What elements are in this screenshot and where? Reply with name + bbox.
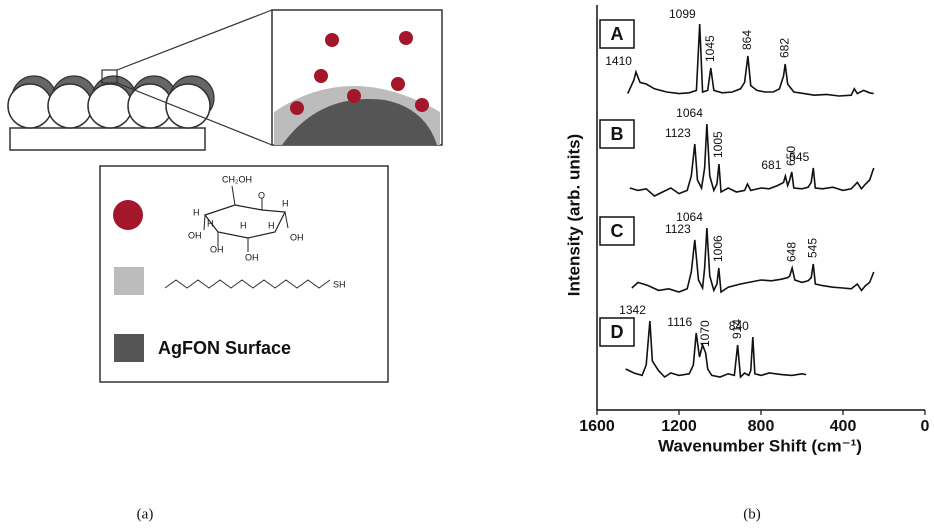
peak-label: 1410	[605, 54, 632, 68]
peak-label: 1070	[698, 320, 712, 347]
zoom-marker	[101, 69, 118, 84]
surface-schematic	[7, 9, 443, 151]
peak-label: 650	[784, 146, 798, 166]
chain-end: SH	[333, 279, 346, 289]
panel-label: D	[611, 322, 624, 342]
peak-label: 1005	[711, 131, 725, 158]
molecule-label: OH	[210, 244, 224, 254]
zoom-line	[116, 9, 273, 71]
y-axis-label: Intensity (arb. units)	[564, 134, 583, 296]
molecule-label: H	[282, 198, 289, 208]
legend-monolayer	[114, 267, 144, 295]
spectrum-line	[625, 320, 807, 379]
x-tick-label: 1600	[579, 418, 615, 435]
molecule-label: OH	[290, 232, 304, 242]
glucose-ring	[204, 204, 286, 239]
panel-label-box	[599, 216, 635, 246]
substrate	[9, 127, 206, 151]
molecule-label: CH₂OH	[222, 174, 252, 184]
peak-label: 1045	[703, 35, 717, 62]
legend-label: AgFON Surface	[158, 338, 291, 358]
zoom-line	[116, 82, 273, 146]
peak-label: 864	[740, 30, 754, 50]
caption: (b)	[743, 506, 761, 522]
molecule-label: OH	[188, 230, 202, 240]
spectrum-line	[631, 227, 875, 294]
peak-label: 1006	[711, 235, 725, 262]
peak-label: 1099	[669, 7, 696, 21]
legend-frame	[99, 165, 389, 383]
x-tick-label: 400	[830, 418, 857, 435]
spheres	[7, 83, 211, 129]
peak-label: 840	[729, 319, 749, 333]
peak-label: 545	[789, 150, 809, 164]
silver-region	[282, 98, 437, 145]
molecule-label: OH	[245, 252, 259, 262]
panel-label: B	[611, 124, 624, 144]
spectrum-line	[627, 23, 874, 97]
peak-label: 1123	[665, 126, 691, 140]
peak-label: 1064	[676, 106, 703, 120]
peak-label: 1064	[676, 210, 703, 224]
glucose-bonds	[203, 185, 289, 252]
alkanethiol-chain	[164, 279, 331, 289]
peak-label: 681	[761, 158, 781, 172]
legend-silver	[114, 334, 144, 362]
raman-chart: Intensity (arb. units) Wavenumber Shift …	[564, 5, 930, 455]
legend-box: SH AgFON Surface	[99, 165, 389, 383]
panel-label-box	[599, 119, 635, 149]
panel-label-box	[599, 19, 635, 49]
x-tick-label: 0	[921, 418, 930, 435]
panel-label: C	[611, 221, 624, 241]
peak-label: 1123	[665, 222, 691, 236]
molecule-label: H	[240, 220, 247, 230]
spectrum-line	[629, 123, 875, 197]
legend-glucose	[113, 200, 143, 230]
molecule-label: H	[268, 220, 275, 230]
peak-label: 682	[777, 38, 791, 58]
x-axis-label: Wavenumber Shift (cm⁻¹)	[658, 436, 862, 455]
x-tick-label: 1200	[661, 418, 697, 435]
peak-label: 545	[805, 238, 819, 258]
molecule-label: O	[258, 190, 265, 200]
x-tick-label: 800	[748, 418, 775, 435]
peak-label: 1116	[667, 315, 692, 329]
molecule-label: H	[193, 207, 200, 217]
caption: (a)	[137, 506, 154, 522]
glucose-dots	[290, 31, 429, 115]
peak-label: 648	[784, 242, 798, 262]
molecule-label: H	[207, 218, 214, 228]
panel-label-box	[599, 317, 635, 347]
peak-label: 914	[730, 319, 744, 339]
panel-label: A	[611, 24, 624, 44]
peak-label: 1342	[619, 303, 646, 317]
